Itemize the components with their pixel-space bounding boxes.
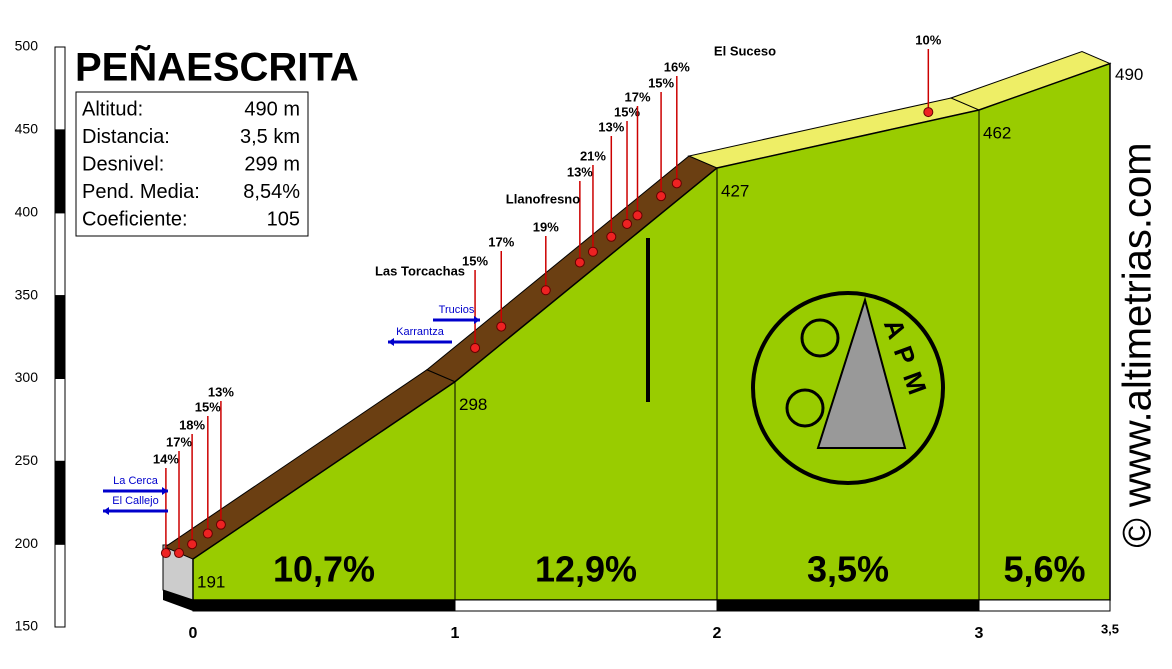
y-tick-label: 150: [15, 618, 39, 634]
arrow-head: [388, 338, 394, 346]
elevation-label: 427: [721, 181, 749, 200]
ramp-dot: [470, 342, 481, 353]
x-tick-label: 3,5: [1101, 621, 1119, 636]
stat-value: 8,54%: [243, 181, 300, 203]
ramp-dot: [923, 107, 934, 118]
ramp-label: 19%: [533, 219, 559, 234]
ramp-dot: [587, 246, 598, 257]
elevation-label: 490: [1115, 65, 1143, 84]
ramp-label: 21%: [580, 148, 606, 163]
y-axis-band: [54, 129, 66, 214]
segment-gradient: 10,7%: [273, 549, 375, 590]
ramp-dot: [160, 548, 171, 559]
y-tick-label: 450: [15, 121, 39, 137]
elevation-label: 191: [197, 573, 225, 592]
ramp-dot: [202, 528, 213, 539]
ramp-label: 17%: [624, 89, 650, 104]
profile-area: [192, 62, 1111, 601]
stat-label: Distancia:: [82, 126, 170, 148]
ramp-label: 15%: [648, 75, 674, 90]
chart-title: PEÑAESCRITA: [75, 44, 359, 90]
stat-value: 299 m: [244, 153, 300, 175]
y-tick-label: 500: [15, 38, 39, 54]
ramp-dot: [622, 218, 633, 229]
logo-wheel: [800, 318, 840, 358]
arrow-head: [103, 507, 109, 515]
stat-value: 490 m: [244, 98, 300, 120]
segment-gradient: 12,9%: [535, 549, 637, 590]
ramp-label: 13%: [208, 384, 234, 399]
ramp-label: 17%: [166, 434, 192, 449]
x-tick-label: 0: [189, 625, 198, 642]
stat-label: Desnivel:: [82, 153, 164, 175]
ramp-dot: [540, 285, 551, 296]
road-label: La Cerca: [113, 475, 159, 487]
ramp-dot: [632, 210, 643, 221]
y-axis-band: [54, 212, 66, 297]
x-tick-label: 1: [451, 625, 460, 642]
km-bar: [454, 599, 718, 612]
ramp-dot: [671, 178, 682, 189]
arrow-head: [162, 487, 168, 495]
ramp-label: 16%: [664, 59, 690, 74]
ramp-label: 18%: [179, 417, 205, 432]
stat-label: Coeficiente:: [82, 208, 188, 230]
y-axis-band: [54, 46, 66, 131]
stat-label: Altitud:: [82, 98, 143, 120]
ramp-dot: [496, 321, 507, 332]
elevation-label: 298: [459, 395, 487, 414]
y-tick-label: 300: [15, 369, 39, 385]
logo-mountain: [816, 296, 907, 449]
y-tick-label: 400: [15, 203, 39, 219]
stat-label: Pend. Media:: [82, 181, 200, 203]
y-axis-band: [54, 377, 66, 462]
stat-value: 105: [267, 208, 300, 230]
ramp-label: 13%: [598, 119, 624, 134]
ramp-dot: [574, 257, 585, 268]
ramp-dot: [187, 539, 198, 550]
place-label: El Suceso: [714, 43, 776, 58]
ramp-label: 10%: [915, 32, 941, 47]
place-label: Llanofresno: [506, 191, 580, 206]
ramp-dot: [656, 191, 667, 202]
road-label: Trucios: [439, 304, 475, 316]
x-tick-label: 3: [975, 625, 984, 642]
y-axis-band: [54, 295, 66, 379]
y-axis-band: [54, 543, 66, 628]
road-label: Karrantza: [396, 326, 445, 338]
y-tick-label: 250: [15, 452, 39, 468]
y-tick-label: 200: [15, 535, 39, 551]
ramp-dot: [174, 548, 184, 559]
place-label: Las Torcachas: [375, 263, 465, 278]
ramp-label: 15%: [462, 253, 488, 268]
watermark: © www.altimetrias.com: [1116, 142, 1160, 547]
x-tick-label: 2: [713, 625, 722, 642]
elevation-label: 462: [983, 123, 1011, 142]
ramp-label: 13%: [567, 164, 593, 179]
y-tick-label: 350: [15, 286, 39, 302]
ramp-label: 14%: [153, 451, 179, 466]
km-bar: [716, 599, 980, 612]
road-label: El Callejo: [112, 495, 158, 507]
ramp-label: 17%: [488, 234, 514, 249]
segment-gradient: 5,6%: [1003, 549, 1085, 590]
km-bar: [978, 599, 1111, 612]
logo-ring: [751, 291, 945, 485]
segment-gradient: 3,5%: [807, 549, 889, 590]
km-bar: [192, 599, 456, 612]
ramp-label: 15%: [195, 399, 221, 414]
logo-wheel: [785, 388, 825, 428]
ramp-dot: [215, 519, 226, 530]
stat-value: 3,5 km: [240, 126, 300, 148]
arrow-head: [474, 316, 480, 324]
ramp-dot: [606, 231, 617, 242]
ramp-label: 15%: [614, 104, 640, 119]
y-axis-band: [54, 460, 66, 545]
stats-box: [75, 91, 309, 237]
